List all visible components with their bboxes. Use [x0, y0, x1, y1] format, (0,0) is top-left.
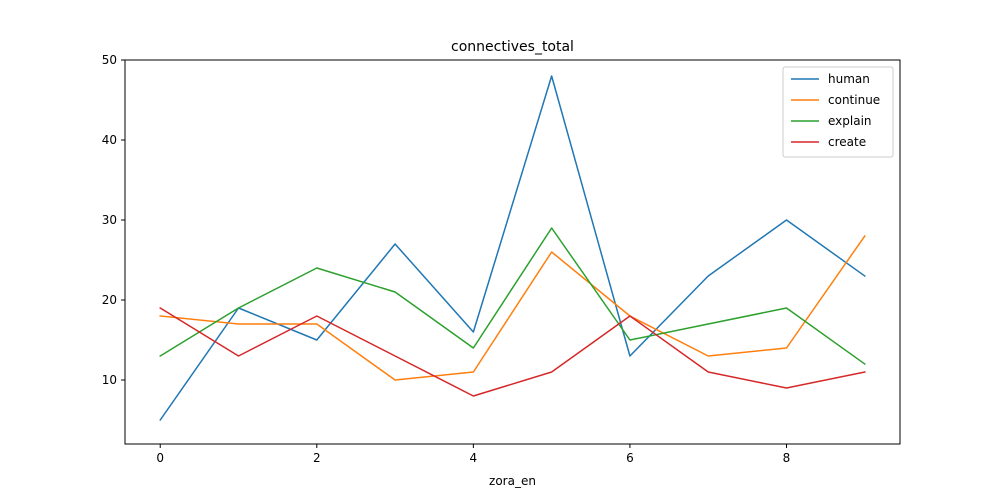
y-tick-label: 10	[102, 373, 117, 387]
plot-area	[124, 59, 901, 445]
x-tick-label: 2	[313, 451, 321, 465]
series-line-human	[159, 75, 866, 422]
legend-label-human: human	[828, 72, 870, 86]
series-line-continue	[159, 234, 866, 381]
x-axis: 0 2 4 6 8	[156, 444, 790, 465]
x-tick-label: 6	[626, 451, 634, 465]
legend: human continue explain create	[782, 66, 894, 158]
plot-frame	[124, 59, 901, 445]
y-tick-label: 30	[102, 213, 117, 227]
y-axis: 10 20 30 40 50	[102, 53, 125, 387]
legend-label-continue: continue	[828, 93, 880, 107]
legend-box	[782, 66, 894, 158]
series-line-explain	[159, 227, 866, 366]
series-line-create	[159, 306, 866, 397]
x-tick-label: 4	[470, 451, 478, 465]
y-tick-label: 50	[102, 53, 117, 67]
chart-title: connectives_total	[451, 39, 574, 55]
x-tick-label: 0	[156, 451, 164, 465]
x-axis-label: zora_en	[489, 474, 536, 488]
x-tick-label: 8	[783, 451, 791, 465]
legend-label-explain: explain	[828, 114, 872, 128]
legend-label-create: create	[828, 135, 866, 149]
y-tick-label: 20	[102, 293, 117, 307]
y-tick-label: 40	[102, 133, 117, 147]
